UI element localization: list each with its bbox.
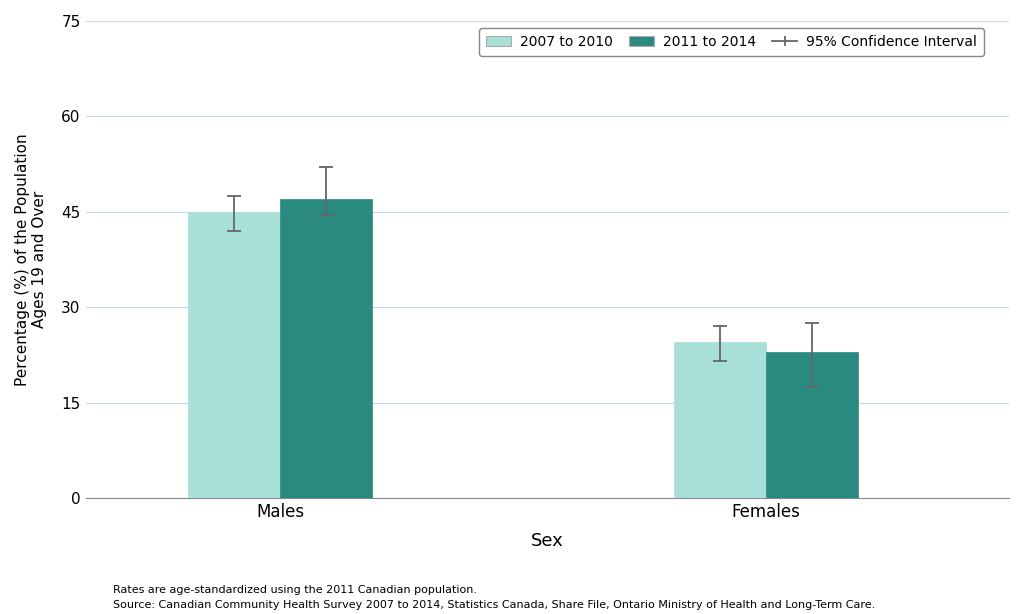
Text: Rates are age-standardized using the 2011 Canadian population.: Rates are age-standardized using the 201… (113, 585, 476, 594)
Y-axis label: Percentage (%) of the Population
Ages 19 and Over: Percentage (%) of the Population Ages 19… (15, 133, 47, 386)
Bar (674, 342, 766, 498)
Bar (280, 199, 373, 498)
Bar (766, 352, 858, 498)
X-axis label: Sex: Sex (530, 532, 563, 550)
Text: Source: Canadian Community Health Survey 2007 to 2014, Statistics Canada, Share : Source: Canadian Community Health Survey… (113, 600, 874, 610)
Legend: 2007 to 2010, 2011 to 2014, 95% Confidence Interval: 2007 to 2010, 2011 to 2014, 95% Confiden… (479, 28, 984, 56)
Bar (187, 212, 280, 498)
